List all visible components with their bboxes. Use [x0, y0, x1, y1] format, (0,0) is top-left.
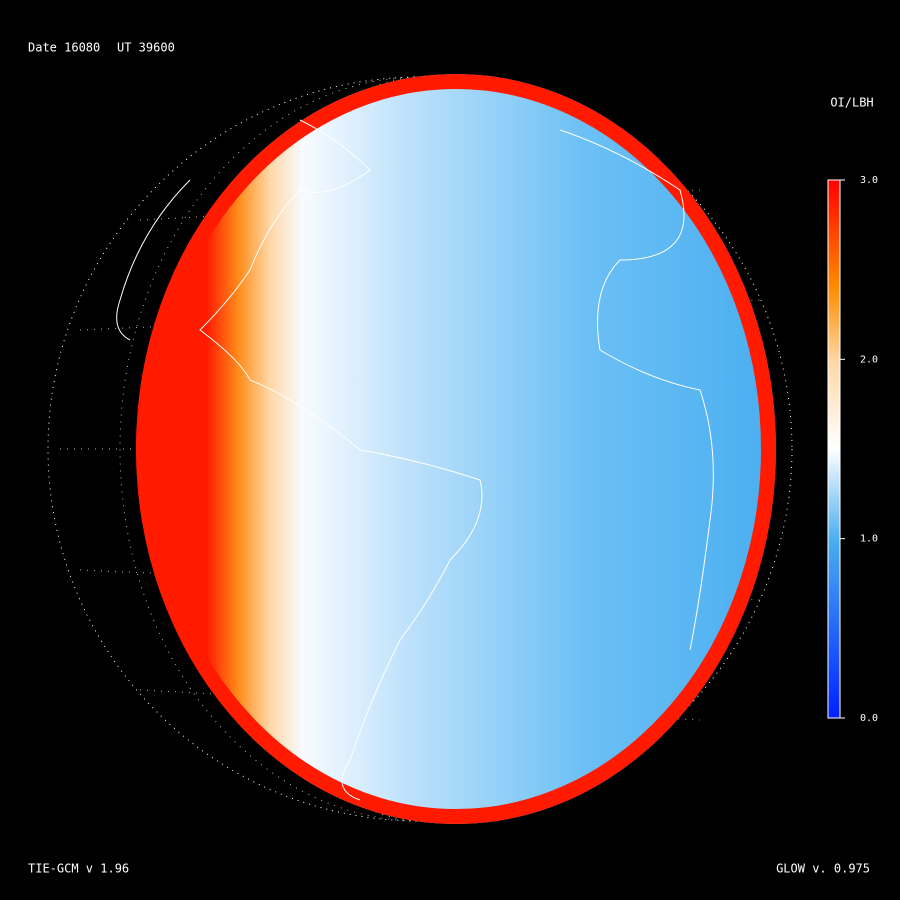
tick-label: 2.0 [860, 354, 878, 365]
limb-rim [136, 74, 776, 824]
colorbar [827, 179, 841, 719]
colorbar-ticks: 0.0 1.0 2.0 3.0 [840, 175, 878, 724]
glow-label: GLOW v. 0.975 [776, 862, 870, 876]
model-label: TIE-GCM v 1.96 [28, 862, 129, 876]
tick-label: 1.0 [860, 534, 878, 545]
ut-label: UT 39600 [117, 41, 175, 55]
tick-label: 3.0 [860, 175, 878, 186]
tick-label: 0.0 [860, 713, 878, 724]
coastlines [116, 119, 714, 801]
colorbar-title: OI/LBH [830, 96, 873, 110]
date-label: Date 16080 [28, 41, 100, 55]
illuminated-disk [136, 74, 776, 824]
